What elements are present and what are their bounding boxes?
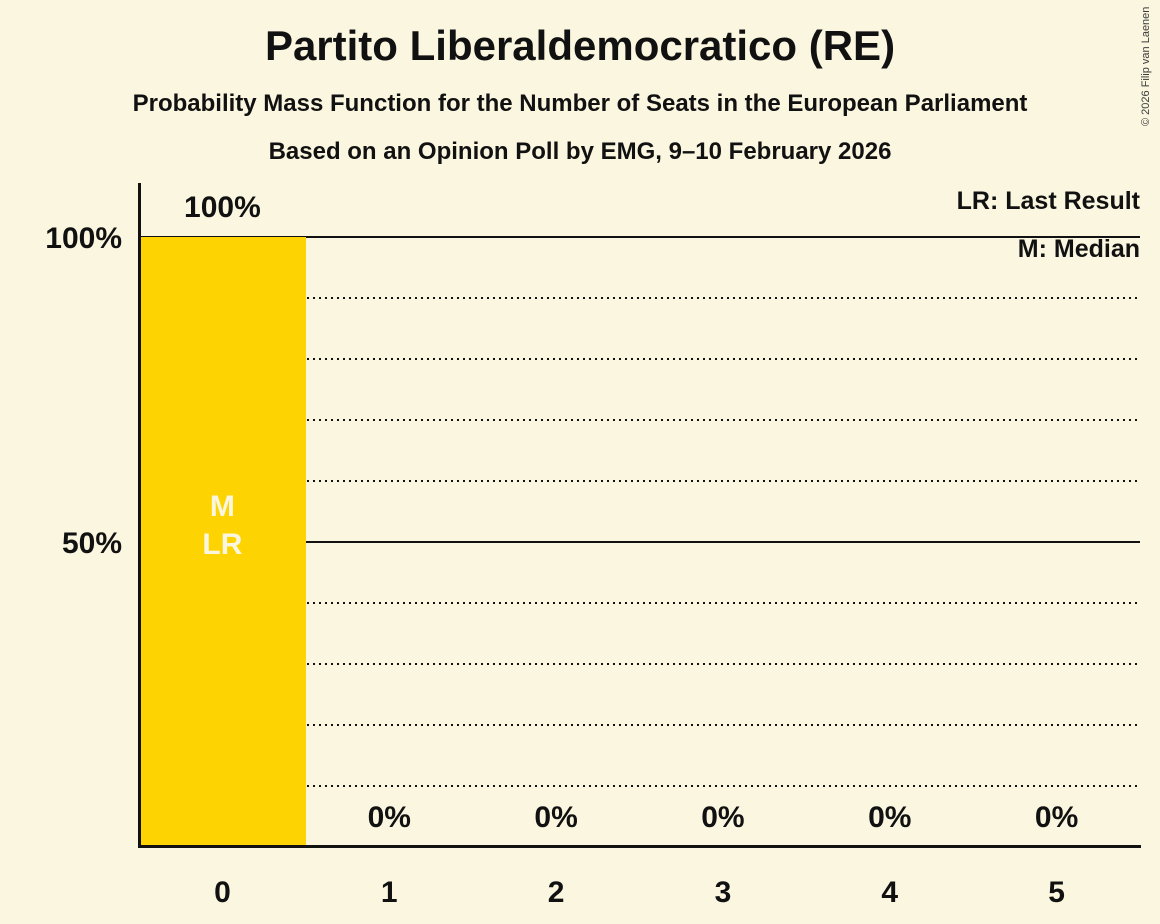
gridline-50pct <box>139 541 1140 543</box>
x-tick-label-4: 4 <box>881 876 899 909</box>
chart-poll-info: Based on an Opinion Poll by EMG, 9–10 Fe… <box>268 138 892 165</box>
gridline-10pct <box>139 785 1140 787</box>
legend-median: M: Median <box>1017 235 1140 263</box>
gridline-80pct <box>139 358 1140 360</box>
x-tick-label-0: 0 <box>214 876 231 909</box>
x-tick-label-1: 1 <box>380 876 398 909</box>
x-tick-label-3: 3 <box>714 876 732 909</box>
bar-value-label-1: 0% <box>367 801 411 834</box>
bar-value-label-4: 0% <box>868 801 912 834</box>
y-axis-label-100pct: 100% <box>45 222 122 255</box>
chart-title: Partito Liberaldemocratico (RE) <box>264 22 896 69</box>
x-axis-line <box>138 845 1141 848</box>
bar-value-label-3: 0% <box>701 801 745 834</box>
bar-seats-0 <box>140 237 306 847</box>
gridline-30pct <box>139 663 1140 665</box>
y-axis-label-50pct: 50% <box>61 527 122 560</box>
gridline-100pct <box>139 236 1140 238</box>
median-last-result-label: M LR <box>202 490 243 561</box>
gridline-40pct <box>139 602 1140 604</box>
gridline-90pct <box>139 297 1140 299</box>
bar-value-label-5: 0% <box>1034 801 1079 834</box>
bar-value-label-0: 100% <box>184 191 261 224</box>
gridline-60pct <box>139 480 1140 482</box>
legend-last-result: LR: Last Result <box>956 187 1140 215</box>
x-tick-label-5: 5 <box>1048 876 1065 909</box>
bar-value-label-2: 0% <box>534 801 578 834</box>
x-tick-label-2: 2 <box>547 876 565 909</box>
chart-subtitle: Probability Mass Function for the Number… <box>132 90 1028 117</box>
gridline-20pct <box>139 724 1140 726</box>
gridline-70pct <box>139 419 1140 421</box>
y-axis-line <box>138 183 141 848</box>
